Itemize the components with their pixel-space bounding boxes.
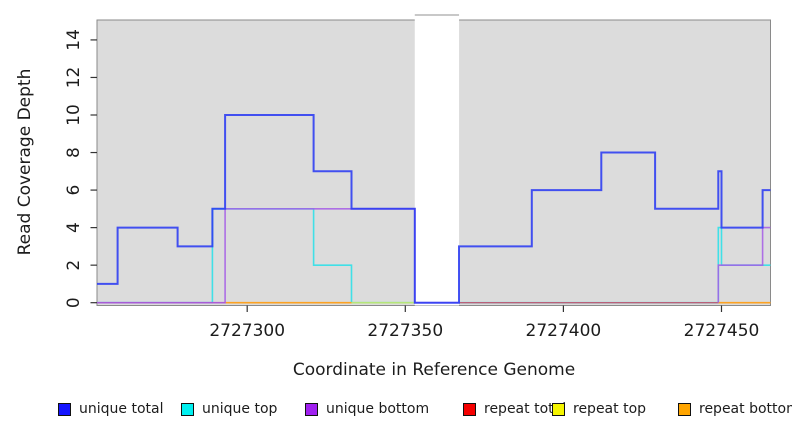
x-tick-label: 2727400 bbox=[526, 321, 602, 341]
legend-item-unique-top: unique top bbox=[181, 401, 277, 417]
legend-label: unique top bbox=[202, 401, 278, 417]
series-path bbox=[97, 114, 771, 304]
legend-swatch-unique-top bbox=[181, 402, 194, 416]
coverage-gap-region bbox=[414, 14, 460, 306]
legend-swatch-repeat-bottom bbox=[678, 402, 691, 416]
x-axis-title: Coordinate in Reference Genome bbox=[292, 360, 576, 380]
legend-item-repeat-bottom: repeat bottom bbox=[678, 401, 792, 417]
series-path bbox=[97, 208, 415, 304]
x-axis: 2727300 2727350 2727400 2727450 bbox=[209, 305, 760, 341]
y-axis: 0 2 4 6 8 10 12 14 bbox=[64, 29, 97, 308]
legend-swatch-repeat-total bbox=[463, 402, 476, 416]
legend-item-repeat-total: repeat total bbox=[463, 401, 566, 417]
x-tick-label: 2727300 bbox=[209, 321, 285, 341]
y-tick-label: 0 bbox=[64, 297, 84, 308]
x-tick-label: 2727450 bbox=[684, 321, 760, 341]
legend-label: repeat total bbox=[484, 401, 567, 417]
legend-label: repeat top bbox=[573, 401, 647, 417]
legend-swatch-unique-total bbox=[58, 402, 71, 416]
legend-swatch-unique-bottom bbox=[305, 402, 318, 416]
y-tick-label: 2 bbox=[64, 260, 84, 271]
series-unique-total bbox=[97, 114, 771, 304]
y-tick-label: 10 bbox=[64, 104, 84, 126]
legend-item-unique-total: unique total bbox=[58, 401, 163, 417]
legend-label: unique bottom bbox=[326, 401, 430, 417]
y-tick-label: 8 bbox=[64, 147, 84, 158]
y-tick-label: 12 bbox=[64, 67, 84, 89]
legend-label: unique total bbox=[79, 401, 164, 417]
legend-item-unique-bottom: unique bottom bbox=[305, 401, 429, 417]
legend-label: repeat bottom bbox=[699, 401, 792, 417]
legend-swatch-repeat-top bbox=[552, 402, 565, 416]
legend-item-repeat-top: repeat top bbox=[552, 401, 646, 417]
legend: unique total unique top unique bottom repea… bbox=[0, 401, 792, 425]
y-tick-label: 14 bbox=[64, 29, 84, 51]
y-tick-label: 4 bbox=[64, 222, 84, 233]
x-tick-label: 2727350 bbox=[367, 321, 443, 341]
y-tick-label: 6 bbox=[64, 185, 84, 196]
series-path bbox=[717, 226, 771, 303]
y-axis-title: Read Coverage Depth bbox=[15, 68, 35, 256]
